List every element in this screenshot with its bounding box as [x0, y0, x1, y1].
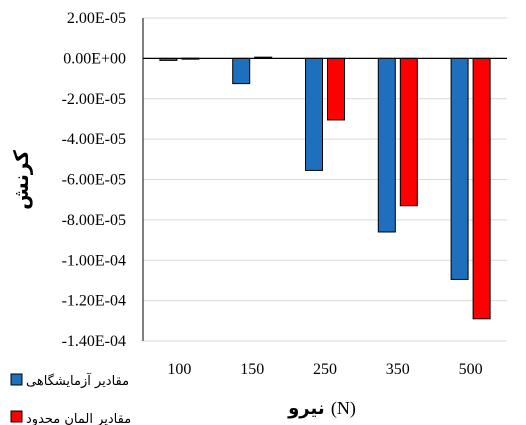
y-tick-label: 0.00E+00 [63, 50, 126, 67]
x-tick-labels: 100 150 250 350 500 [167, 361, 482, 378]
axes [142, 18, 507, 341]
bar-experimental-350 [377, 57, 396, 233]
bar-fem-250 [327, 57, 345, 121]
legend-item-fem: مقادیر المان محدود [10, 410, 131, 425]
y-tick-label: -2.00E-05 [62, 91, 126, 108]
grid-lines [143, 17, 507, 342]
y-axis-title: کرنش [9, 150, 33, 210]
bar-experimental-150 [232, 57, 251, 85]
bar-experimental-500 [450, 57, 469, 280]
x-tick-label: 150 [240, 361, 264, 378]
y-tick-label: -8.00E-05 [62, 212, 126, 229]
y-tick-label: -1.00E-04 [62, 252, 126, 269]
x-axis-title-text: نیرو [287, 398, 325, 419]
legend-label-experimental: مقادیر آزمایشگاهی [26, 372, 129, 389]
x-tick-label: 100 [167, 361, 191, 378]
x-axis-title: نیرو (N) [287, 398, 356, 419]
x-axis-unit: (N) [331, 398, 356, 419]
bars [159, 56, 491, 320]
legend-swatch-fem [10, 410, 23, 423]
legend-swatch-experimental [10, 373, 23, 386]
y-tick-label: -1.40E-04 [62, 333, 126, 350]
y-tick-label: -4.00E-05 [62, 131, 126, 148]
x-tick-label: 500 [459, 361, 483, 378]
x-tick-label: 250 [313, 361, 337, 378]
y-tick-label: 2.00E-05 [67, 10, 126, 27]
bar-fem-350 [399, 57, 418, 207]
legend-item-experimental: مقادیر آزمایشگاهی [10, 372, 129, 389]
x-tick-label: 350 [386, 361, 410, 378]
bar-experimental-250 [305, 57, 323, 171]
legend: مقادیر آزمایشگاهی مقادیر المان محدود [10, 372, 131, 425]
y-tick-label: -1.20E-04 [62, 293, 126, 310]
y-tick-labels: 2.00E-05 0.00E+00 -2.00E-05 -4.00E-05 -6.00E… [62, 10, 126, 350]
bar-fem-500 [472, 57, 491, 320]
y-tick-label: -6.00E-05 [62, 172, 126, 189]
legend-label-fem: مقادیر المان محدود [26, 412, 131, 425]
